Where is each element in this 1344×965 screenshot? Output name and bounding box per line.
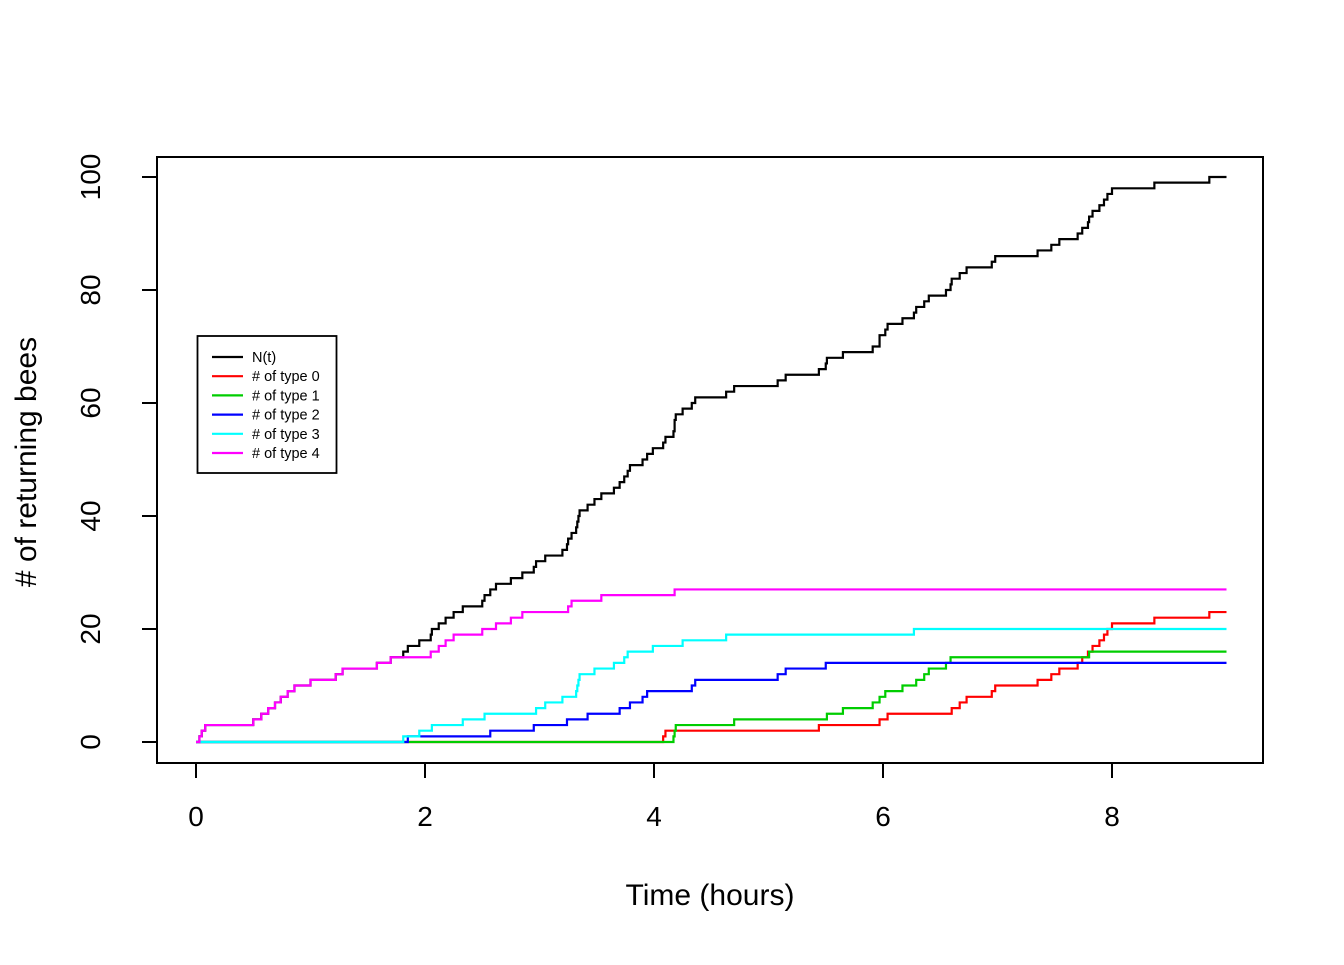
y-tick-label: 0 [75,734,106,750]
legend-label: # of type 1 [252,388,320,404]
series-line--of-type-0 [196,610,1227,744]
y-tick-label: 60 [75,387,106,418]
series-line--of-type-1 [196,650,1227,744]
series-line-n-t- [196,175,1227,744]
plot-box [156,156,1264,764]
legend-label: N(t) [252,350,276,366]
x-axis-title: Time (hours) [626,879,795,912]
y-tick-label: 20 [75,613,106,644]
legend-box [196,335,338,474]
y-tick-label: 40 [75,500,106,531]
y-axis-title: # of returning bees [10,337,43,587]
x-tick-label: 0 [188,801,204,832]
x-tick-label: 4 [646,801,662,832]
y-axis-ticks: 0 20 40 60 80 100 [75,154,157,750]
x-axis-ticks: 0 2 4 6 8 [188,763,1120,832]
legend-label: # of type 4 [252,446,320,462]
y-tick-label: 80 [75,274,106,305]
series-line--of-type-2 [196,661,1227,744]
x-tick-label: 8 [1104,801,1120,832]
y-tick-label: 100 [75,154,106,201]
legend-label: # of type 0 [252,369,320,385]
legend: N(t) # of type 0 # of type 1 # of type 2 # o… [196,335,338,474]
x-tick-label: 2 [417,801,433,832]
legend-label: # of type 2 [252,408,320,424]
data-series-group [196,175,1227,744]
series-line--of-type-3 [196,627,1227,744]
x-tick-label: 6 [875,801,891,832]
series-line--of-type-4 [196,588,1227,744]
legend-label: # of type 3 [252,427,320,443]
